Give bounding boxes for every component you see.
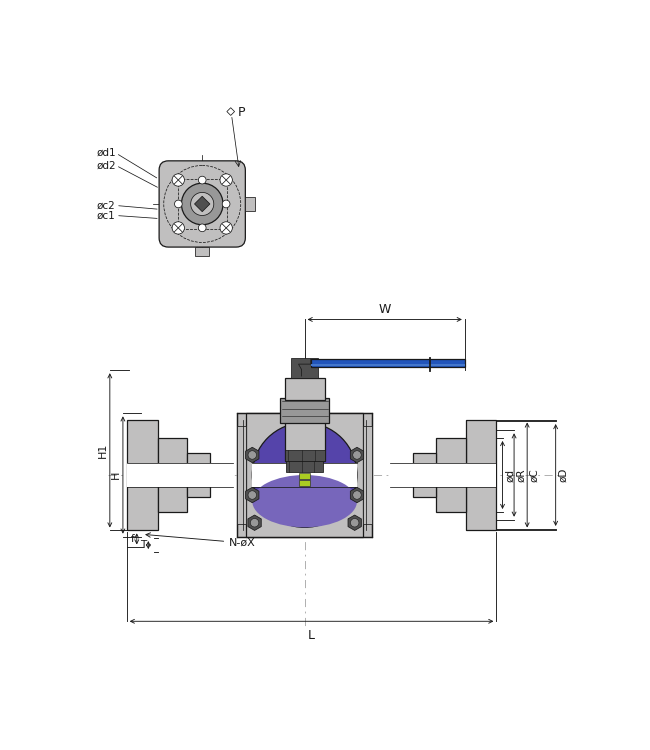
Bar (390, 464, 497, 487)
Bar (285, 421, 324, 461)
Circle shape (172, 222, 185, 234)
Text: N-øX: N-øX (146, 532, 256, 548)
Text: ød1: ød1 (97, 148, 116, 158)
Bar (363, 427, 372, 524)
Text: øc2: øc2 (97, 200, 116, 211)
Bar (245, 197, 255, 211)
Text: H: H (111, 471, 121, 479)
Circle shape (248, 490, 257, 500)
Polygon shape (248, 515, 261, 530)
Bar (195, 247, 209, 256)
Text: W: W (378, 303, 391, 316)
Bar (187, 454, 210, 497)
Bar (299, 481, 310, 486)
Text: øR: øR (516, 468, 526, 482)
Bar (177, 179, 227, 229)
Text: L: L (308, 629, 315, 642)
Polygon shape (227, 108, 235, 116)
Bar (285, 378, 324, 400)
Text: T: T (140, 540, 146, 550)
Circle shape (222, 200, 230, 208)
Bar (246, 413, 363, 536)
Polygon shape (350, 488, 363, 502)
Text: øD: øD (558, 468, 568, 482)
Bar (436, 438, 465, 512)
Bar (413, 454, 436, 497)
Bar (311, 358, 465, 368)
Circle shape (353, 490, 361, 500)
Circle shape (198, 224, 206, 232)
Circle shape (198, 176, 206, 184)
Bar (280, 398, 330, 423)
Circle shape (353, 451, 361, 459)
Text: øC: øC (530, 468, 540, 482)
Bar (291, 358, 318, 378)
Circle shape (248, 451, 257, 459)
FancyBboxPatch shape (159, 160, 245, 247)
Bar (311, 364, 465, 366)
Circle shape (172, 174, 185, 186)
Polygon shape (194, 196, 210, 211)
Circle shape (220, 174, 232, 186)
Polygon shape (348, 515, 361, 530)
Bar (286, 461, 323, 472)
Text: ød: ød (505, 469, 515, 482)
Ellipse shape (252, 423, 357, 527)
Bar (127, 419, 157, 530)
Circle shape (220, 222, 232, 234)
Circle shape (174, 200, 182, 208)
Bar (299, 473, 310, 478)
Text: H1: H1 (98, 442, 107, 458)
Bar (237, 413, 372, 536)
Text: ød2: ød2 (97, 160, 116, 170)
Text: f: f (130, 534, 134, 544)
Bar (252, 464, 357, 487)
Circle shape (181, 183, 223, 225)
Polygon shape (350, 447, 363, 463)
Bar (237, 427, 246, 524)
Text: øc1: øc1 (97, 211, 116, 220)
Ellipse shape (252, 475, 357, 527)
Bar (285, 450, 324, 461)
Circle shape (350, 518, 359, 527)
Circle shape (190, 193, 214, 215)
Bar (127, 464, 233, 487)
Polygon shape (246, 488, 259, 502)
Bar (157, 438, 187, 512)
Polygon shape (246, 447, 259, 463)
Text: P: P (238, 106, 245, 118)
Bar (465, 419, 497, 530)
Circle shape (250, 518, 259, 527)
